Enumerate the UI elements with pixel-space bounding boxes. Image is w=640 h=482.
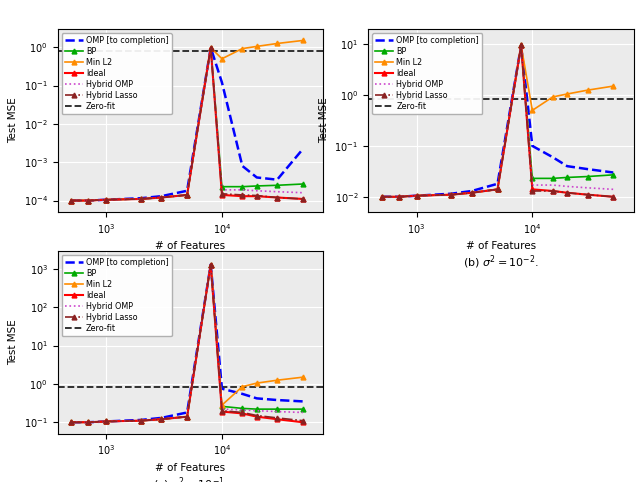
- Legend: OMP [to completion], BP, Min L2, Ideal, Hybrid OMP, Hybrid Lasso, Zero-fit: OMP [to completion], BP, Min L2, Ideal, …: [372, 33, 482, 115]
- X-axis label: # of Features: # of Features: [156, 241, 225, 251]
- Legend: OMP [to completion], BP, Min L2, Ideal, Hybrid OMP, Hybrid Lasso, Zero-fit: OMP [to completion], BP, Min L2, Ideal, …: [61, 254, 172, 336]
- X-axis label: # of Features: # of Features: [156, 463, 225, 473]
- X-axis label: # of Features: # of Features: [466, 241, 536, 251]
- Title: (c) $\sigma^2 = 10^{-1}$.: (c) $\sigma^2 = 10^{-1}$.: [153, 475, 228, 482]
- Legend: OMP [to completion], BP, Min L2, Ideal, Hybrid OMP, Hybrid Lasso, Zero-fit: OMP [to completion], BP, Min L2, Ideal, …: [61, 33, 172, 115]
- Y-axis label: Test MSE: Test MSE: [319, 98, 329, 143]
- Y-axis label: Test MSE: Test MSE: [8, 98, 18, 143]
- Title: (b) $\sigma^2 = 10^{-2}$.: (b) $\sigma^2 = 10^{-2}$.: [463, 254, 539, 271]
- Title: (a) $\sigma^2 = 10^{-4}$.: (a) $\sigma^2 = 10^{-4}$.: [152, 254, 228, 271]
- Y-axis label: Test MSE: Test MSE: [8, 320, 19, 365]
